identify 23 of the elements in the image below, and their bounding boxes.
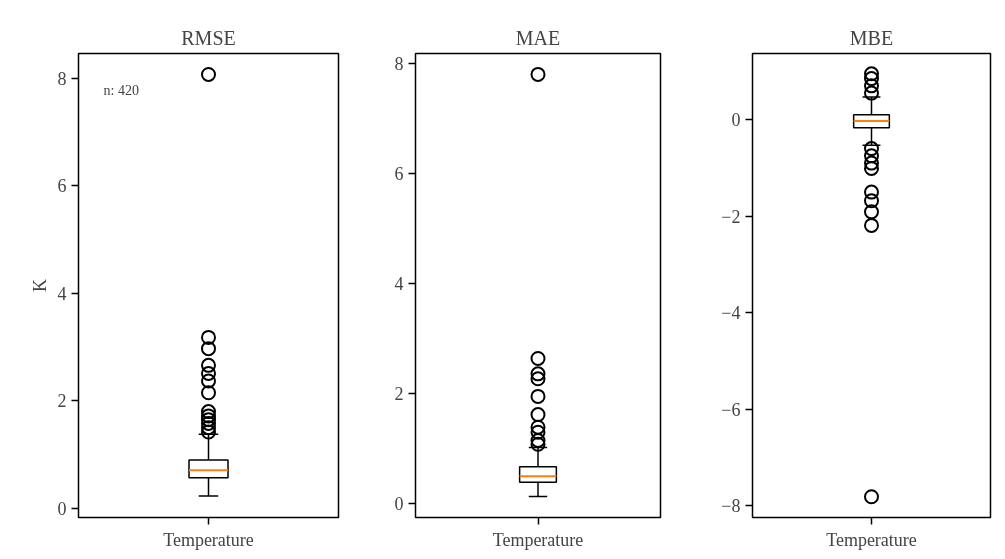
y-tick-label: 6 bbox=[394, 163, 404, 184]
chart-title: MAE bbox=[515, 26, 561, 49]
y-tick-label: 4 bbox=[394, 274, 404, 295]
y-tick-label: −2 bbox=[721, 206, 741, 227]
annotation: n: 420 bbox=[103, 82, 139, 98]
y-tick-label: 0 bbox=[394, 494, 404, 515]
x-tick-label: Temperature bbox=[826, 529, 917, 550]
chart-title: MBE bbox=[849, 26, 894, 49]
chart-title: RMSE bbox=[181, 26, 236, 49]
y-tick-label: 2 bbox=[57, 391, 67, 412]
y-tick-label: −8 bbox=[721, 496, 741, 517]
x-tick-label: Temperature bbox=[163, 529, 254, 550]
y-tick-label: 0 bbox=[57, 498, 67, 519]
y-tick-label: −6 bbox=[721, 399, 741, 420]
y-axis-title: K bbox=[29, 279, 50, 292]
y-tick-label: 8 bbox=[57, 68, 67, 89]
y-tick-label: −4 bbox=[721, 303, 741, 324]
y-tick-label: 8 bbox=[394, 53, 404, 74]
y-tick-label: 4 bbox=[57, 283, 67, 304]
y-tick-label: 2 bbox=[394, 384, 404, 405]
x-tick-label: Temperature bbox=[492, 529, 584, 550]
y-tick-label: 6 bbox=[57, 176, 67, 197]
y-tick-label: 0 bbox=[731, 110, 741, 131]
